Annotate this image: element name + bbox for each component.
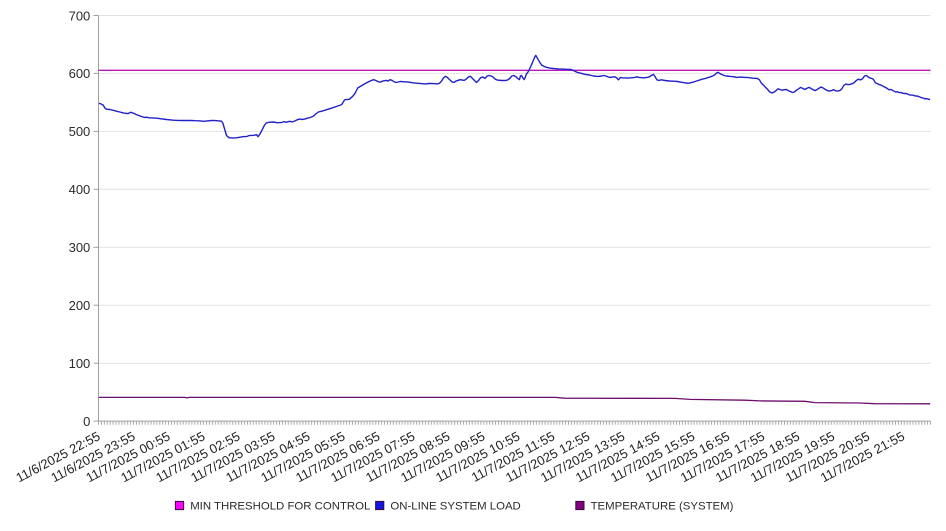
svg-text:MIN THRESHOLD FOR CONTROL: MIN THRESHOLD FOR CONTROL — [190, 500, 370, 512]
svg-text:200: 200 — [69, 298, 91, 313]
svg-text:TEMPERATURE (SYSTEM): TEMPERATURE (SYSTEM) — [591, 500, 734, 512]
svg-text:0: 0 — [83, 414, 90, 429]
svg-text:100: 100 — [69, 356, 91, 371]
svg-text:ON-LINE SYSTEM LOAD: ON-LINE SYSTEM LOAD — [390, 500, 520, 512]
svg-text:400: 400 — [69, 182, 91, 197]
svg-text:600: 600 — [69, 66, 91, 81]
svg-text:500: 500 — [69, 124, 91, 139]
svg-text:300: 300 — [69, 240, 91, 255]
svg-text:700: 700 — [69, 8, 91, 23]
